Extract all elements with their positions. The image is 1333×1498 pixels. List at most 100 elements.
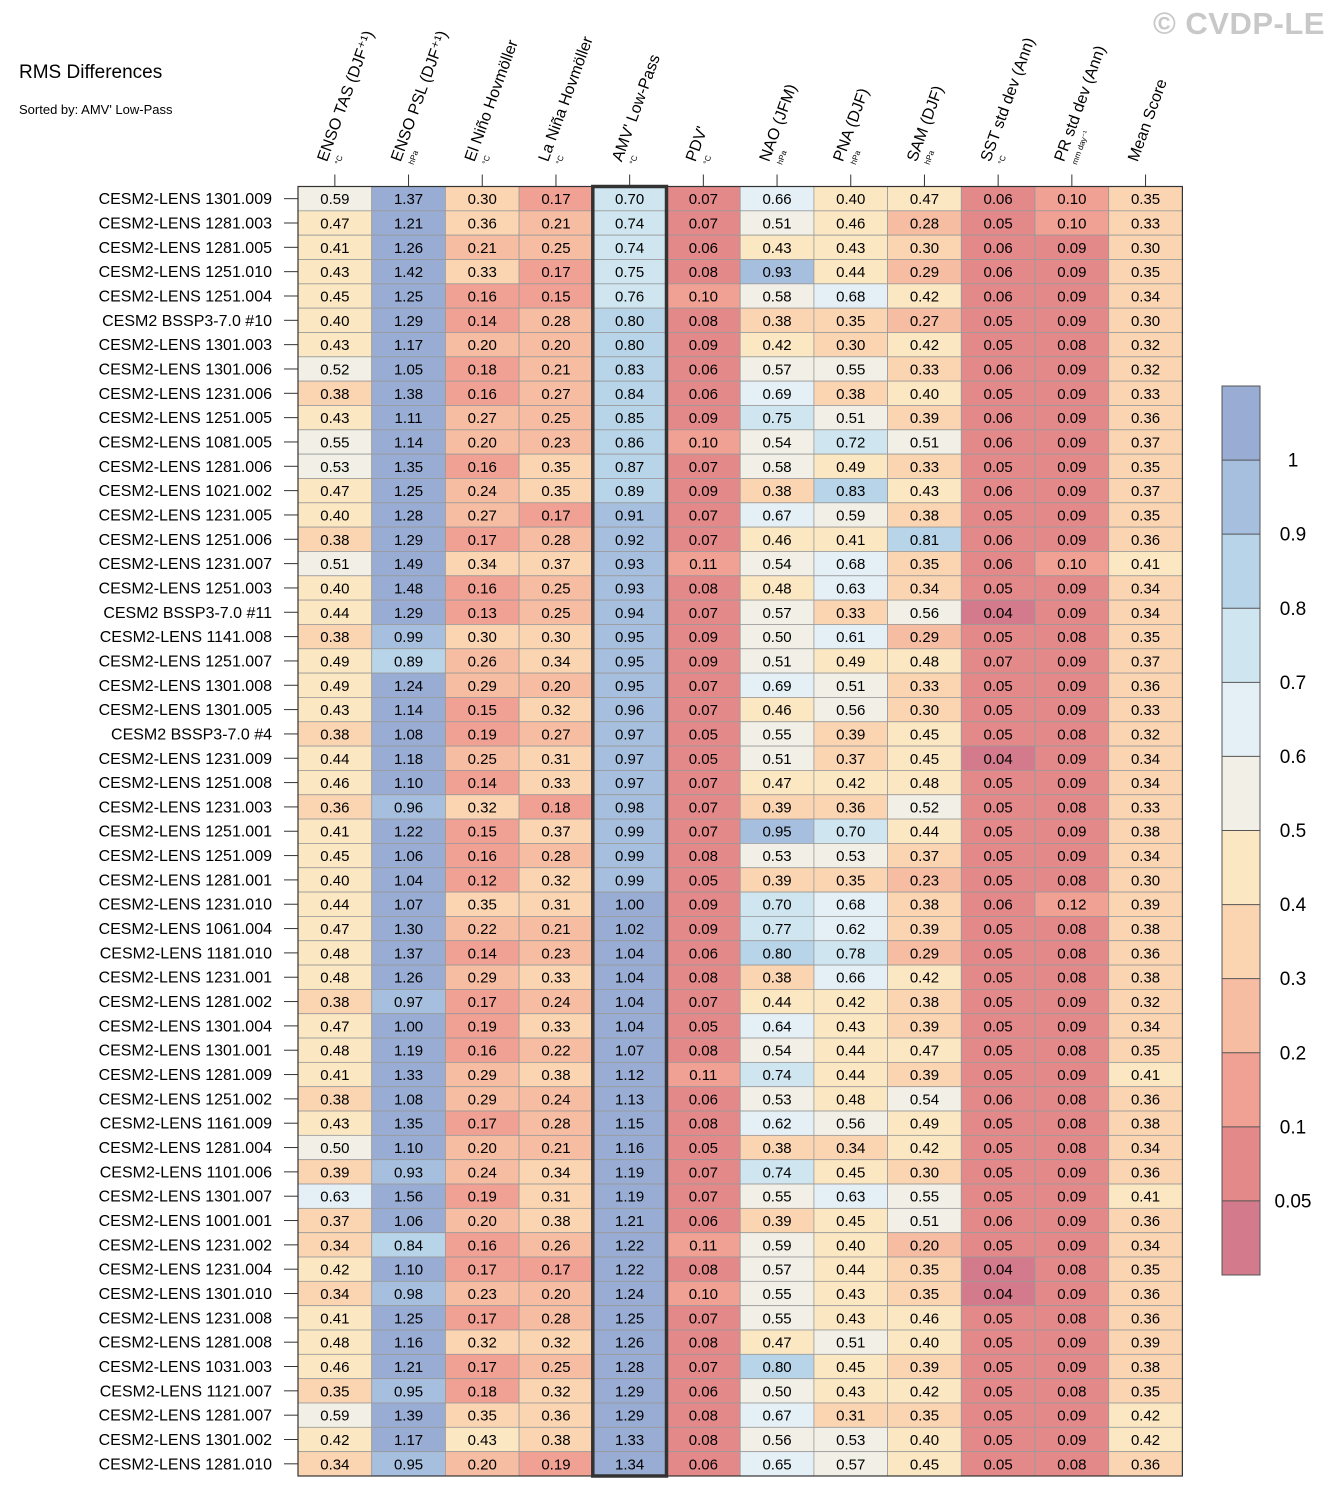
heatmap-cell: 0.96 [592, 697, 667, 723]
cell-fill [1034, 964, 1110, 990]
heatmap-cell: 0.38 [739, 478, 815, 504]
cell-fill [444, 307, 520, 333]
cell-value: 0.07 [984, 653, 1013, 670]
cell-fill [371, 210, 446, 236]
cell-value: 0.29 [468, 678, 497, 695]
cell-value: 0.36 [1131, 532, 1160, 549]
cell-fill [1108, 891, 1183, 917]
heatmap-cell: 0.38 [518, 1061, 594, 1088]
cell-fill [887, 453, 962, 479]
heatmap-cell: 0.46 [297, 1353, 373, 1380]
cell-fill [297, 1110, 373, 1136]
heatmap-cell: 1.22 [371, 818, 446, 844]
cell-value: 0.32 [1131, 726, 1160, 743]
cell-value: 0.18 [541, 799, 570, 816]
heatmap-cell: 0.63 [813, 1183, 889, 1209]
heatmap-cell: 0.97 [592, 721, 667, 747]
heatmap-cell: 0.14 [444, 940, 520, 966]
cell-fill [739, 1256, 815, 1282]
heatmap-cell: 0.81 [887, 526, 962, 552]
cell-value: 0.63 [836, 580, 865, 597]
cell-fill [739, 940, 815, 966]
heatmap-cell: 0.05 [960, 307, 1036, 333]
cell-value: 0.70 [836, 824, 865, 841]
heatmap-cell: 0.06 [960, 259, 1036, 285]
heatmap-cell: 0.84 [592, 380, 667, 406]
row-label: CESM2-LENS 1281.010 [99, 1456, 273, 1473]
heatmap-cell: 0.39 [297, 1159, 373, 1185]
column-header: PDV'°C [683, 124, 713, 165]
cell-value: 0.35 [910, 1286, 939, 1303]
cell-value: 0.08 [1057, 921, 1086, 938]
cell-value: 0.52 [320, 361, 349, 378]
heatmap-cell: 0.25 [518, 1353, 594, 1380]
cell-value: 1.42 [394, 264, 423, 281]
cell-fill [444, 234, 520, 260]
heatmap-cell: 0.34 [887, 575, 962, 601]
cell-fill [1034, 1353, 1110, 1380]
heatmap-cell: 0.06 [666, 234, 741, 260]
heatmap-cell: 0.25 [518, 405, 594, 431]
cell-value: 0.57 [762, 1262, 791, 1279]
heatmap-cell: 0.39 [739, 1207, 815, 1234]
cell-value: 0.44 [836, 264, 865, 281]
cell-value: 0.30 [468, 629, 497, 646]
heatmap-cell: 0.98 [592, 794, 667, 820]
cell-value: 0.45 [836, 1359, 865, 1376]
heatmap-cell: 0.16 [444, 1037, 520, 1063]
cell-value: 1.07 [394, 897, 423, 914]
cell-value: 0.35 [1131, 507, 1160, 524]
heatmap-cell: 0.20 [444, 1207, 520, 1234]
heatmap-cell: 0.44 [297, 745, 373, 771]
cell-fill [592, 186, 667, 212]
cell-fill [518, 259, 594, 285]
column-name: AMV' Low-Pass [609, 52, 663, 163]
heatmap-cell: 0.05 [666, 721, 741, 747]
row-label: CESM2-LENS 1281.006 [99, 459, 273, 476]
cell-value: 0.17 [541, 191, 570, 208]
heatmap-cell: 0.33 [444, 259, 520, 285]
heatmap-cell: 0.35 [444, 891, 520, 917]
heatmap-cell: 0.09 [666, 648, 741, 674]
heatmap-cell: 0.09 [1034, 697, 1110, 723]
cell-value: 0.42 [762, 337, 791, 354]
heatmap-cell: 1.21 [592, 1207, 667, 1234]
row-label: CESM2-LENS 1251.002 [99, 1091, 273, 1108]
heatmap-cell: 0.75 [739, 405, 815, 431]
cell-fill [518, 429, 594, 455]
cell-fill [666, 1061, 741, 1088]
heatmap-cell: 0.42 [813, 770, 889, 796]
cell-fill [1034, 794, 1110, 820]
cell-fill [960, 1013, 1036, 1039]
cell-value: 0.28 [541, 1310, 570, 1327]
cell-fill [813, 453, 889, 479]
cell-value: 0.51 [836, 678, 865, 695]
heatmap-cell: 1.04 [592, 940, 667, 966]
heatmap-cell: 0.30 [887, 234, 962, 260]
cell-value: 0.38 [762, 1140, 791, 1157]
heatmap-cell: 0.42 [739, 332, 815, 358]
heatmap-cell: 0.09 [666, 891, 741, 917]
row-label: CESM2-LENS 1301.004 [99, 1018, 273, 1035]
heatmap-cell: 0.18 [444, 356, 520, 382]
cell-value: 0.09 [1057, 1408, 1086, 1425]
heatmap-cell: 1.37 [371, 940, 446, 966]
cell-value: 0.06 [689, 386, 718, 403]
row-label: CESM2-LENS 1251.001 [99, 824, 273, 841]
cell-value: 0.46 [910, 1310, 939, 1327]
cell-value: 0.38 [1131, 1116, 1160, 1133]
cell-value: 0.16 [468, 580, 497, 597]
cell-fill [1034, 599, 1110, 625]
cell-fill [371, 1013, 446, 1039]
row-label: CESM2-LENS 1301.005 [99, 702, 273, 719]
cell-fill [887, 1013, 962, 1039]
heatmap-cell: 0.87 [592, 453, 667, 479]
cell-value: 0.38 [1131, 824, 1160, 841]
cell-fill [1108, 1183, 1183, 1209]
colorbar-segment [1222, 682, 1260, 757]
cell-value: 1.49 [394, 556, 423, 573]
heatmap-cell: 0.89 [592, 478, 667, 504]
heatmap-cell: 1.35 [371, 453, 446, 479]
cell-fill [1108, 916, 1183, 942]
cell-value: 0.99 [615, 824, 644, 841]
